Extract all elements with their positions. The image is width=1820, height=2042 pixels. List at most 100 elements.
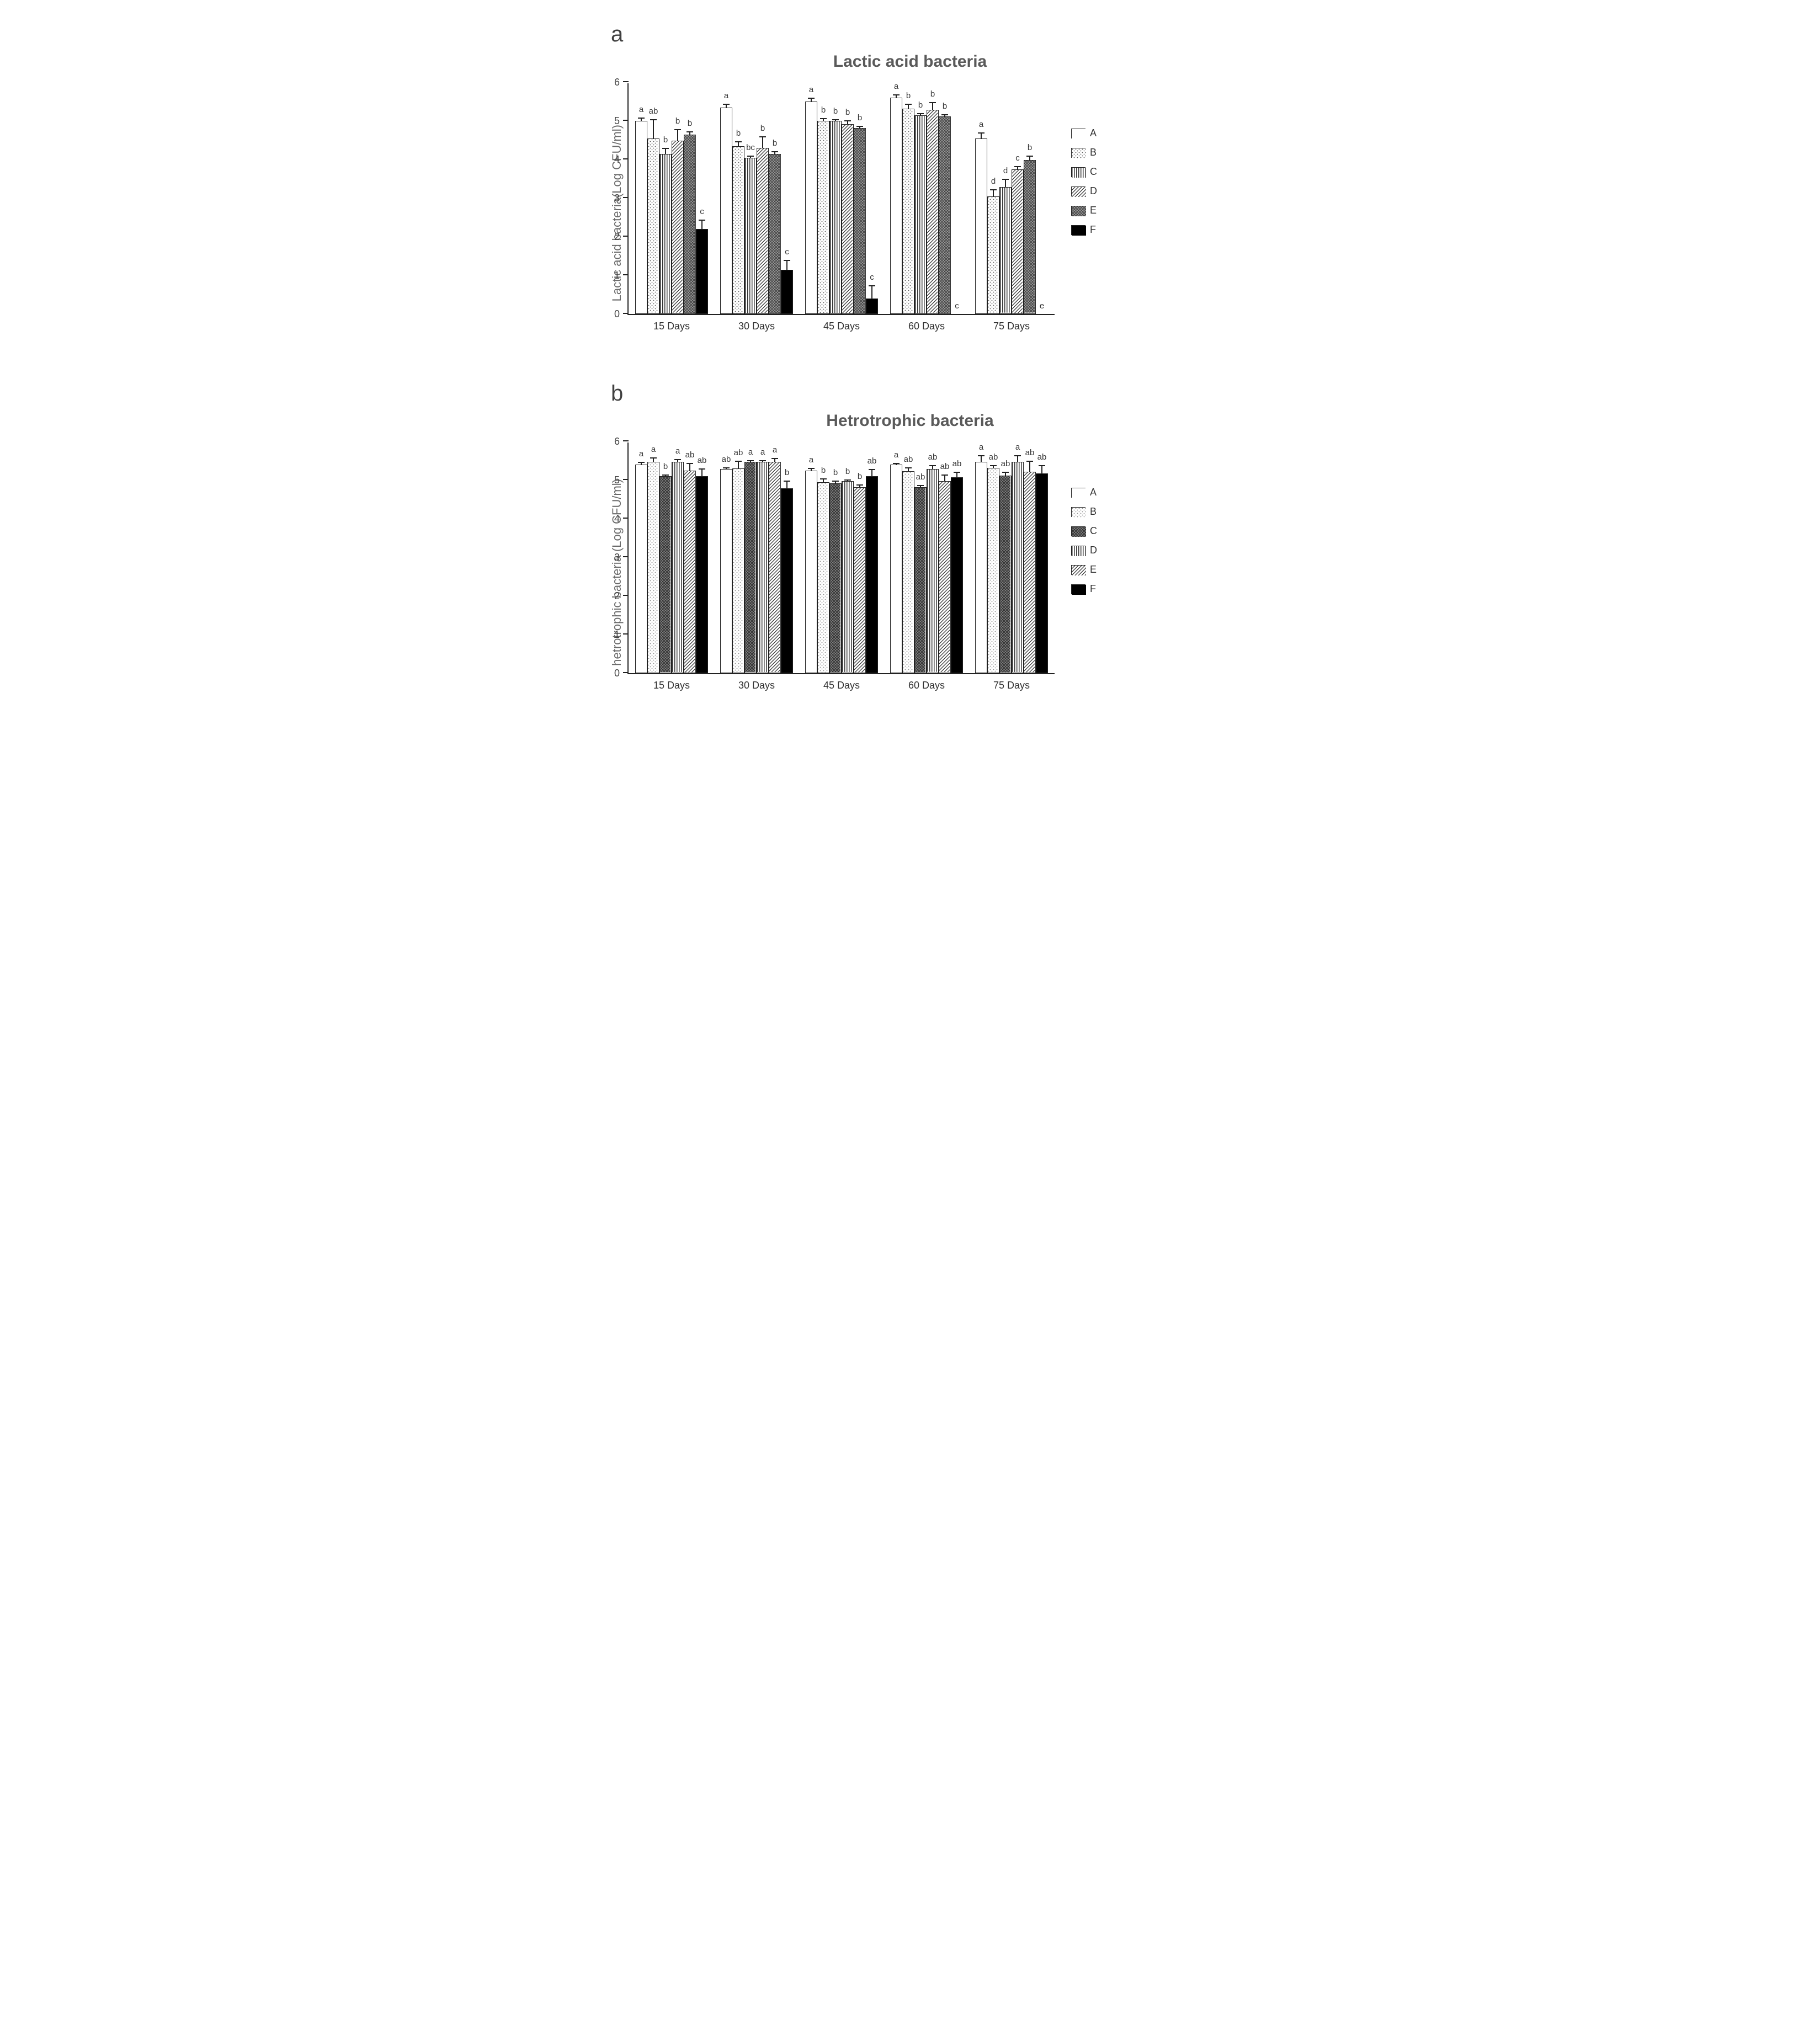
bar: b	[817, 121, 829, 314]
y-tick-label: 3	[614, 552, 620, 563]
significance-label: c	[1015, 153, 1020, 163]
legend-swatch	[1071, 584, 1085, 594]
bar-rect	[939, 116, 951, 314]
bar-rect	[672, 141, 684, 314]
x-tick-label: 75 Days	[993, 680, 1030, 691]
chart-title: Hetrotrophic bacteria	[606, 412, 1214, 430]
bar: a	[672, 462, 684, 673]
legend-item: B	[1071, 147, 1097, 158]
significance-label: b	[785, 468, 789, 477]
bar: ab	[696, 476, 708, 673]
significance-label: c	[700, 207, 704, 216]
significance-label: b	[1028, 143, 1032, 152]
bar: b	[817, 482, 829, 674]
legend-item: E	[1071, 564, 1097, 575]
bar-rect	[744, 462, 757, 673]
y-tick-label: 0	[614, 668, 620, 679]
bar-rect	[999, 476, 1012, 673]
significance-label: ab	[722, 455, 731, 464]
significance-label: b	[688, 119, 692, 128]
significance-label: b	[858, 472, 862, 481]
legend-label: F	[1090, 224, 1096, 236]
bar: bc	[744, 158, 757, 314]
significance-label: ab	[989, 452, 998, 462]
bar-rect	[890, 465, 902, 673]
bar-rect	[781, 270, 793, 314]
bar: b	[854, 487, 866, 673]
legend-item: D	[1071, 185, 1097, 197]
bar-rect	[647, 462, 659, 673]
legend-item: E	[1071, 205, 1097, 216]
x-tick-label: 60 Days	[908, 321, 945, 332]
y-tick: 4	[623, 518, 629, 519]
y-tick: 3	[623, 197, 629, 198]
x-tick-label: 45 Days	[823, 321, 860, 332]
bar-rect	[732, 468, 744, 673]
y-tick-label: 1	[614, 629, 620, 641]
category-group: abbbbc45 Days	[805, 102, 878, 314]
bar-rect	[732, 146, 744, 314]
legend-swatch	[1071, 507, 1085, 517]
bar-rect	[829, 121, 842, 314]
bar-rect	[659, 154, 672, 314]
bar-rect	[769, 462, 781, 673]
legend-swatch	[1071, 488, 1085, 498]
bar: a	[635, 465, 647, 673]
significance-label: b	[943, 102, 947, 111]
significance-label: a	[773, 445, 777, 455]
significance-label: a	[675, 446, 680, 456]
bar-rect	[866, 476, 878, 673]
bar: a	[769, 462, 781, 673]
legend-item: F	[1071, 224, 1097, 236]
significance-label: ab	[916, 472, 925, 482]
x-tick-label: 30 Days	[738, 680, 775, 691]
category-group: abbbbc60 Days	[890, 98, 963, 314]
bar-rect	[854, 128, 866, 314]
category-group: ababaaab30 Days	[720, 462, 793, 673]
bar: a	[1012, 462, 1024, 673]
panel-letter: a	[611, 22, 1214, 47]
significance-label: b	[663, 135, 668, 145]
legend: ABCDEF	[1071, 487, 1097, 595]
bar: b	[757, 148, 769, 314]
legend: ABCDEF	[1071, 127, 1097, 236]
bar: ab	[951, 477, 963, 673]
bar: b	[902, 109, 914, 314]
significance-label: bc	[746, 143, 755, 152]
bar: b	[684, 135, 696, 314]
bar: ab	[732, 468, 744, 673]
y-tick: 5	[623, 479, 629, 480]
bar-rect	[1036, 473, 1048, 673]
bar-rect	[635, 121, 647, 314]
bar: b	[842, 124, 854, 314]
figure-panel: bHetrotrophic bacteriahetrotrophic bacte…	[606, 381, 1214, 702]
bar: b	[732, 146, 744, 314]
legend-label: B	[1090, 147, 1097, 158]
bar: b	[854, 128, 866, 314]
significance-label: b	[833, 468, 838, 477]
significance-label: b	[833, 106, 838, 116]
bar: ab	[902, 471, 914, 673]
bar-rect	[647, 138, 659, 314]
significance-label: ab	[904, 455, 913, 464]
bar: a	[635, 121, 647, 314]
significance-label: ab	[1025, 448, 1035, 457]
bar: ab	[914, 487, 927, 673]
bar: b	[914, 115, 927, 314]
category-group: aababababab60 Days	[890, 465, 963, 673]
legend-swatch	[1071, 526, 1085, 536]
significance-label: b	[845, 108, 850, 117]
bar: c	[1012, 169, 1024, 314]
bar: a	[647, 462, 659, 673]
bar-rect	[1024, 472, 1036, 673]
legend-label: A	[1090, 127, 1097, 139]
legend-item: B	[1071, 506, 1097, 518]
significance-label: a	[894, 450, 898, 460]
bar: b	[829, 483, 842, 673]
bar: ab	[720, 469, 732, 673]
bar-rect	[1012, 462, 1024, 673]
bar: c	[781, 270, 793, 314]
bar: b	[842, 481, 854, 673]
category-group: addcbe75 Days	[975, 138, 1048, 314]
significance-label: d	[1003, 166, 1008, 175]
